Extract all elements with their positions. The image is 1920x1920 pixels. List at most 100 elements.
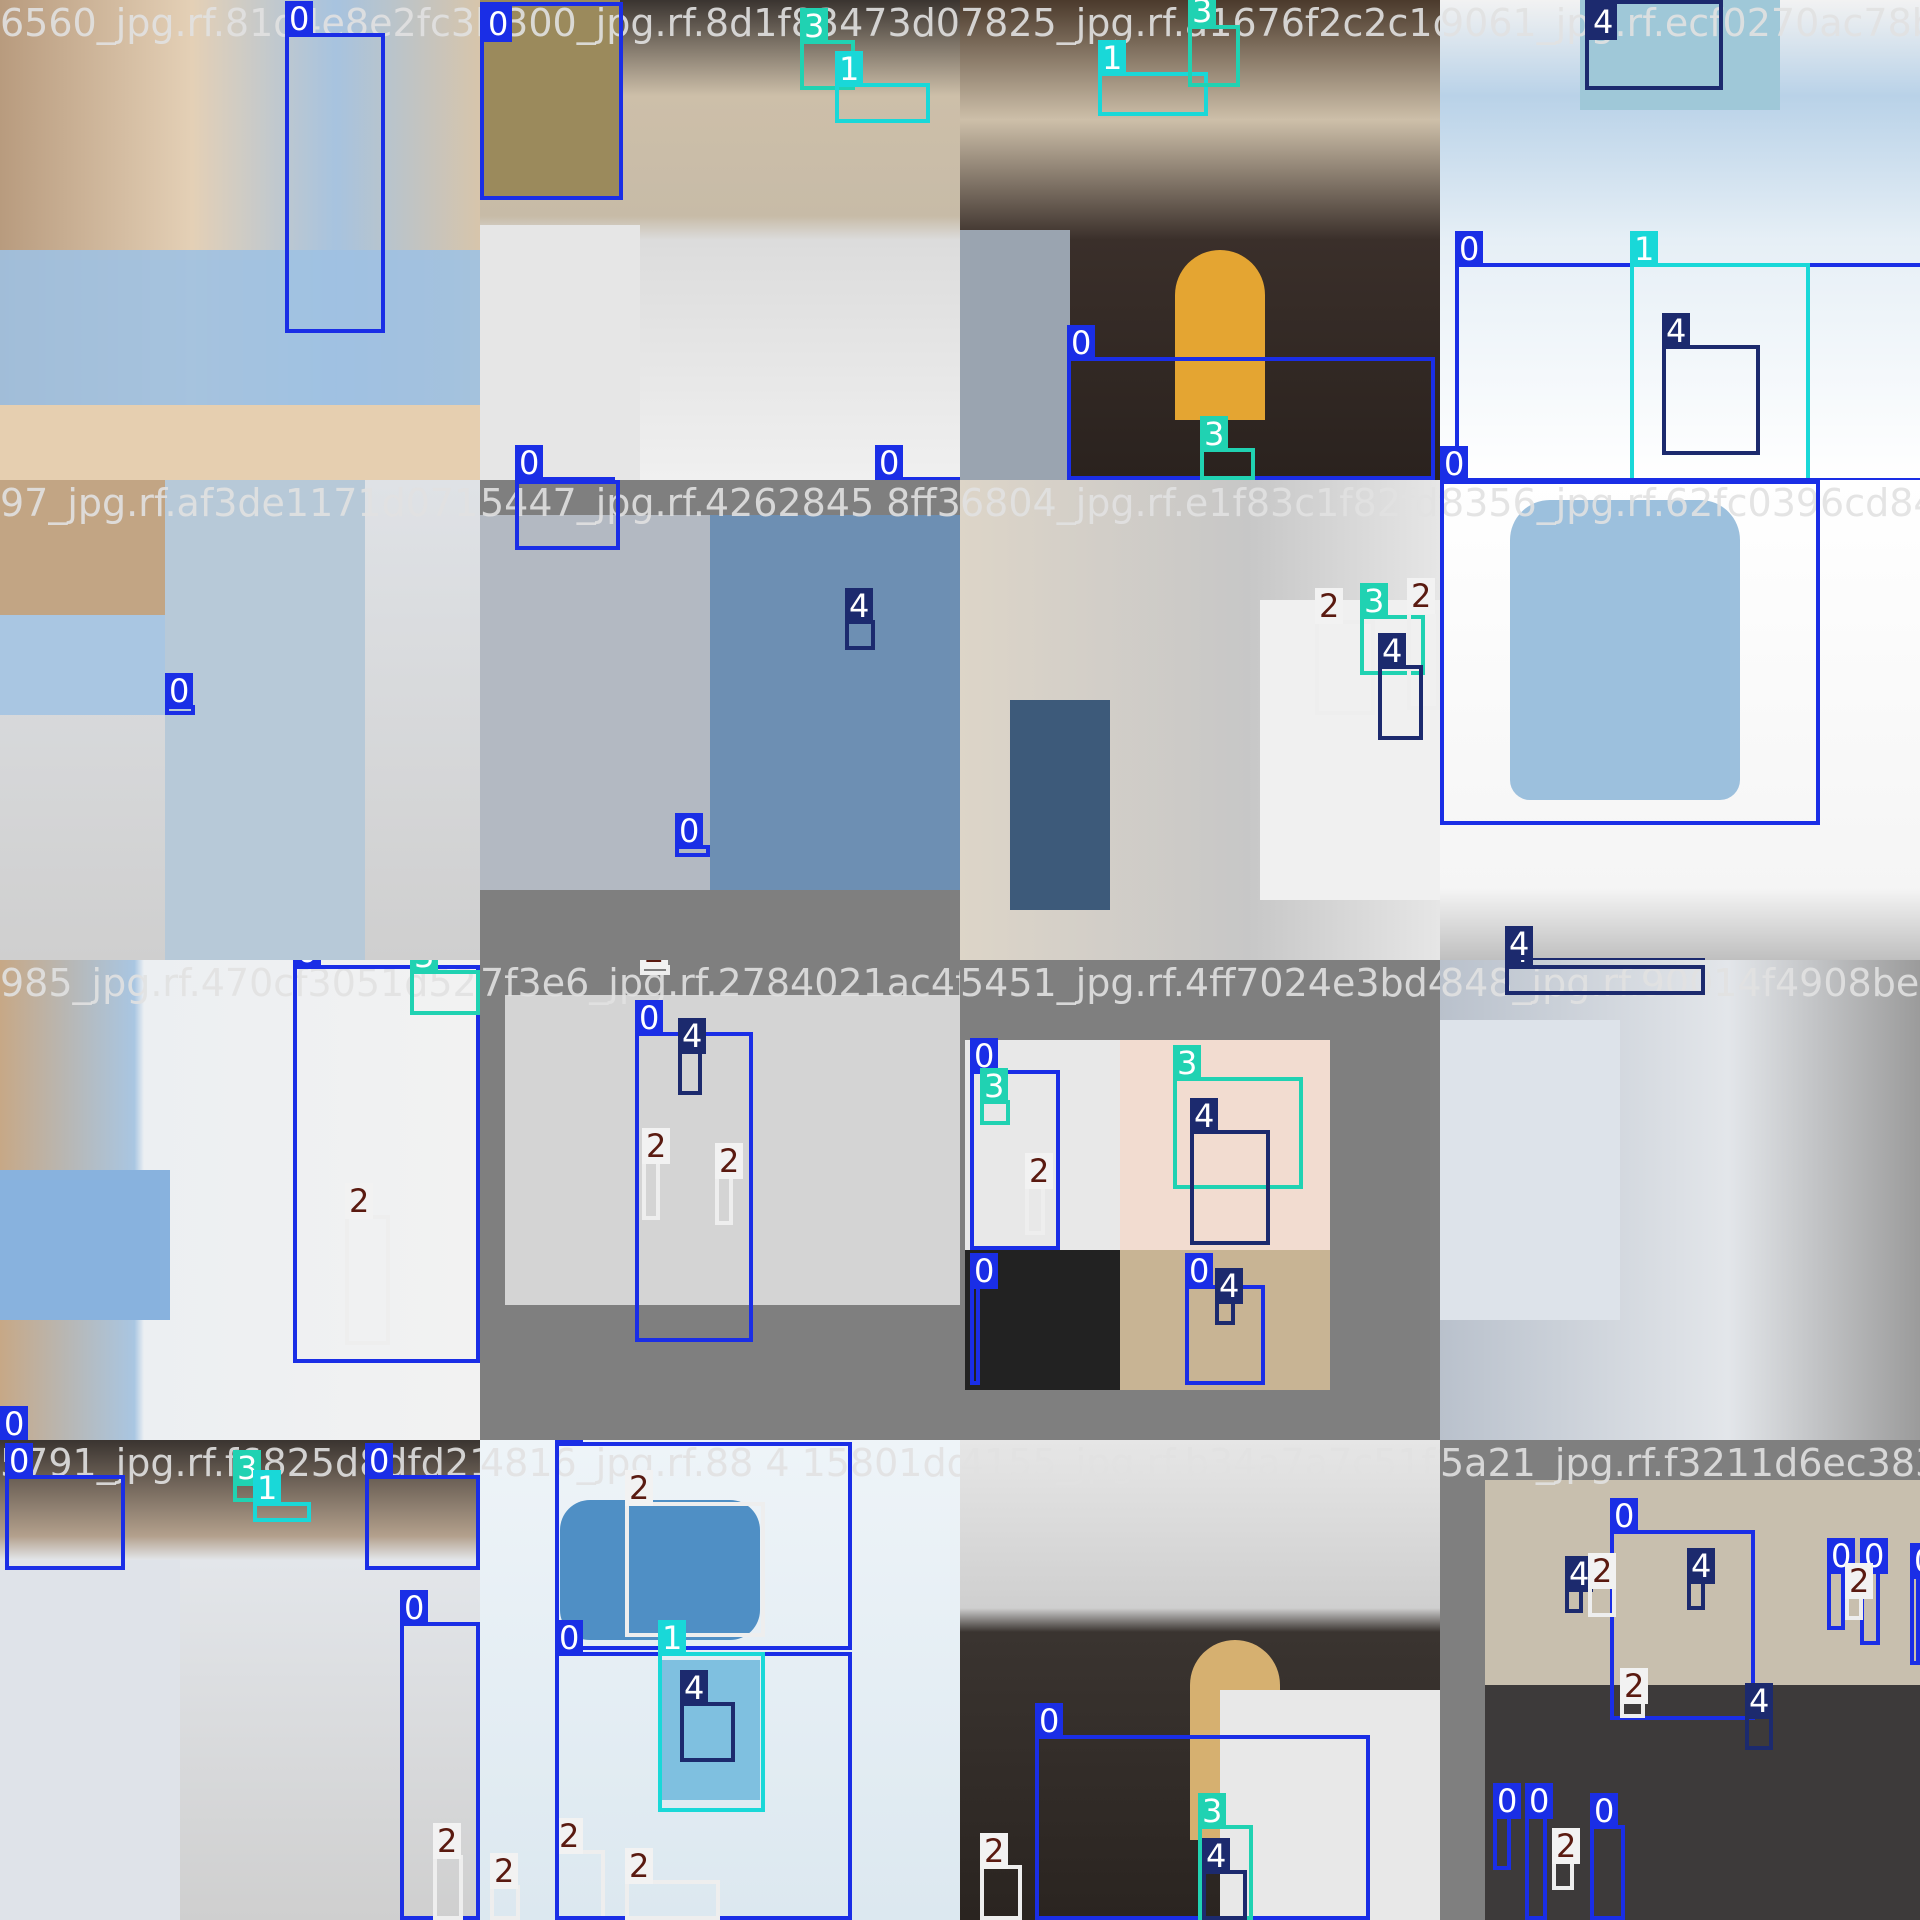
bbox-label: 4 — [1589, 4, 1617, 40]
image-tile: 97_jpg.rf.af3de1171d0714ad5b 0 — [0, 480, 480, 960]
image-tile: 6560_jpg.rf.81d4e8e2fc3b25c 0 — [0, 0, 480, 480]
bbox-class-0: 0 — [515, 480, 620, 550]
bbox-label: 0 — [1910, 1543, 1920, 1579]
bbox-class-0: 0 — [285, 33, 385, 333]
bbox-class-0: 0 — [675, 845, 710, 857]
tile-filename: 97_jpg.rf.af3de1171d0714ad5b — [0, 480, 480, 526]
suited-person — [1440, 1020, 1620, 1320]
bbox-class-2: 2 — [625, 1880, 720, 1920]
trash-bin — [1010, 700, 1110, 910]
bbox-class-4: 4 — [1745, 1715, 1773, 1750]
tile-filename: 7f3e6_jpg.rf.2784021ac4f91d0574 — [480, 960, 960, 1006]
bbox-label: 0 — [365, 1443, 393, 1479]
bbox-class-2: 2 — [345, 1215, 390, 1345]
suited-person — [165, 480, 365, 960]
bbox-class-2: 2 — [1025, 1185, 1045, 1235]
bbox-class-4: 4 — [1505, 965, 1705, 995]
tile-filename: 5451_jpg.rf.4ff7024e3bd436e848 — [960, 960, 1440, 1006]
bbox-class-2: 2 — [642, 1160, 660, 1220]
bbox-class-3: 3 — [980, 1100, 1010, 1125]
image-tile: 5a21_jpg.rf.f3211d6ec38311c47 0 4 2 4 2 … — [1440, 1440, 1920, 1920]
bbox-class-3: 3 — [1200, 448, 1255, 480]
bbox-class-0: 0 — [970, 1285, 980, 1385]
bbox-label: 2 — [345, 1183, 373, 1219]
bbox-label: 0 — [515, 445, 543, 480]
image-tile: 7f3e6_jpg.rf.2784021ac4f91d0574 2 0 4 2 … — [480, 960, 960, 1440]
image-tile: 4816_jpg.rf.88 4 15801dd274705 2 0 2 0 1… — [480, 1440, 960, 1920]
bbox-label: 3 — [1188, 0, 1216, 29]
bbox-label: 0 — [0, 1406, 28, 1440]
bbox-label: 1 — [1630, 231, 1658, 267]
image-tile: 4155_jpg.rf.b34a7a7c51f1b0588321 0 3 2 4 — [960, 1440, 1440, 1920]
bbox-label: 2 — [1407, 578, 1435, 614]
bbox-label: 3 — [980, 1068, 1008, 1104]
instruction-poster — [0, 250, 480, 405]
image-tile: 848_jpg.rf.90014f4908be9b28 4 — [1440, 960, 1920, 1440]
bbox-label: 4 — [1505, 926, 1533, 960]
bbox-label: 4 — [1505, 960, 1533, 969]
bbox-class-2: 2 — [980, 1865, 1022, 1920]
bbox-class-0: 0 — [5, 1475, 125, 1570]
lower-frame — [0, 405, 480, 480]
bbox-label: 3 — [1173, 1045, 1201, 1081]
bbox-class-4: 4 — [680, 1702, 735, 1762]
bbox-label: 4 — [678, 1018, 706, 1054]
bbox-label: 3 — [1360, 583, 1388, 619]
bbox-label: 0 — [875, 445, 903, 480]
bbox-class-4: 4 — [1202, 1870, 1247, 1920]
street-scene — [710, 515, 960, 890]
bbox-label: 4 — [1662, 313, 1690, 349]
bbox-class-4: 4 — [1190, 1130, 1270, 1245]
bbox-label: 0 — [515, 480, 543, 484]
image-tile: 5451_jpg.rf.4ff7024e3bd436e848 0 3 3 2 4… — [960, 960, 1440, 1440]
bbox-class-4: 4 — [678, 1050, 702, 1095]
instruction-poster — [0, 1170, 170, 1320]
tile-filename: 4155_jpg.rf.b34a7a7c51f1b0588321 — [960, 1440, 1440, 1486]
bbox-label: 0 — [484, 6, 512, 42]
bbox-class-2: 2 — [1552, 1860, 1574, 1890]
bbox-class-3: 3 — [410, 970, 480, 1015]
bbox-class-0: 0 — [480, 2, 623, 200]
bbox-label: 0 — [1610, 1498, 1638, 1534]
image-tile: 5447_jpg.rf.4262845 8ff371 14db 0 4 0 — [480, 480, 960, 960]
tile-filename: 6560_jpg.rf.81d4e8e2fc3b25c — [0, 0, 480, 46]
bbox-class-2: 2 — [1845, 1595, 1863, 1620]
bbox-class-0: 0 — [1910, 1575, 1920, 1665]
bbox-class-2: 2 — [433, 1855, 463, 1920]
bbox-label: 2 — [642, 1128, 670, 1164]
bbox-label: 2 — [490, 1853, 518, 1889]
bbox-label: 2 — [640, 960, 668, 969]
image-tile: 6804_jpg.rf.e1f83c1f82fdf731 2 3 2 4 — [960, 480, 1440, 960]
bbox-label: 0 — [1455, 231, 1483, 267]
bbox-label: 2 — [1845, 1563, 1873, 1599]
bbox-class-0 — [1440, 480, 1820, 825]
bbox-label: 2 — [625, 1848, 653, 1884]
bbox-label: 0 — [1067, 325, 1095, 361]
bbox-label: 1 — [253, 1470, 281, 1506]
bbox-label: 3 — [1200, 416, 1228, 452]
bbox-label: 1 — [658, 1620, 686, 1656]
bbox-label: 4 — [1190, 1098, 1218, 1134]
bbox-label: 2 — [1620, 1668, 1648, 1704]
bbox-class-0: 0 — [1525, 1815, 1547, 1920]
bbox-label: 0 — [635, 1000, 663, 1036]
bbox-class-2: 2 — [640, 965, 670, 975]
image-tile: 7825_jpg.rf.a1676f2c2c1dfbb6b2902 1 3 0 … — [960, 0, 1440, 480]
bbox-label: 1 — [1098, 40, 1126, 76]
bbox-class-4: 4 — [1378, 665, 1423, 740]
bbox-label: 4 — [1378, 633, 1406, 669]
bbox-label: 0 — [1440, 446, 1468, 480]
tile-filename: 6804_jpg.rf.e1f83c1f82fdf731 — [960, 480, 1440, 526]
bbox-class-2: 2 — [1588, 1585, 1616, 1617]
image-tile: 9061_jpg.rf.ecf0270ac78bf16 4 0 1 4 0 — [1440, 0, 1920, 480]
bbox-label: 2 — [715, 1143, 743, 1179]
bbox-label: 2 — [433, 1823, 461, 1859]
bbox-label: 0 — [1493, 1783, 1521, 1819]
tile-filename: 5a21_jpg.rf.f3211d6ec38311c47 — [1440, 1440, 1920, 1486]
image-tile: 5791_jpg.rf.f6825d8dfd2124b3a6 0 3 1 0 0… — [0, 1440, 480, 1920]
bbox-label: 4 — [1745, 1683, 1773, 1719]
instruction-poster — [0, 615, 165, 715]
bbox-label: 0 — [293, 960, 321, 969]
bbox-label: 1 — [835, 51, 863, 87]
